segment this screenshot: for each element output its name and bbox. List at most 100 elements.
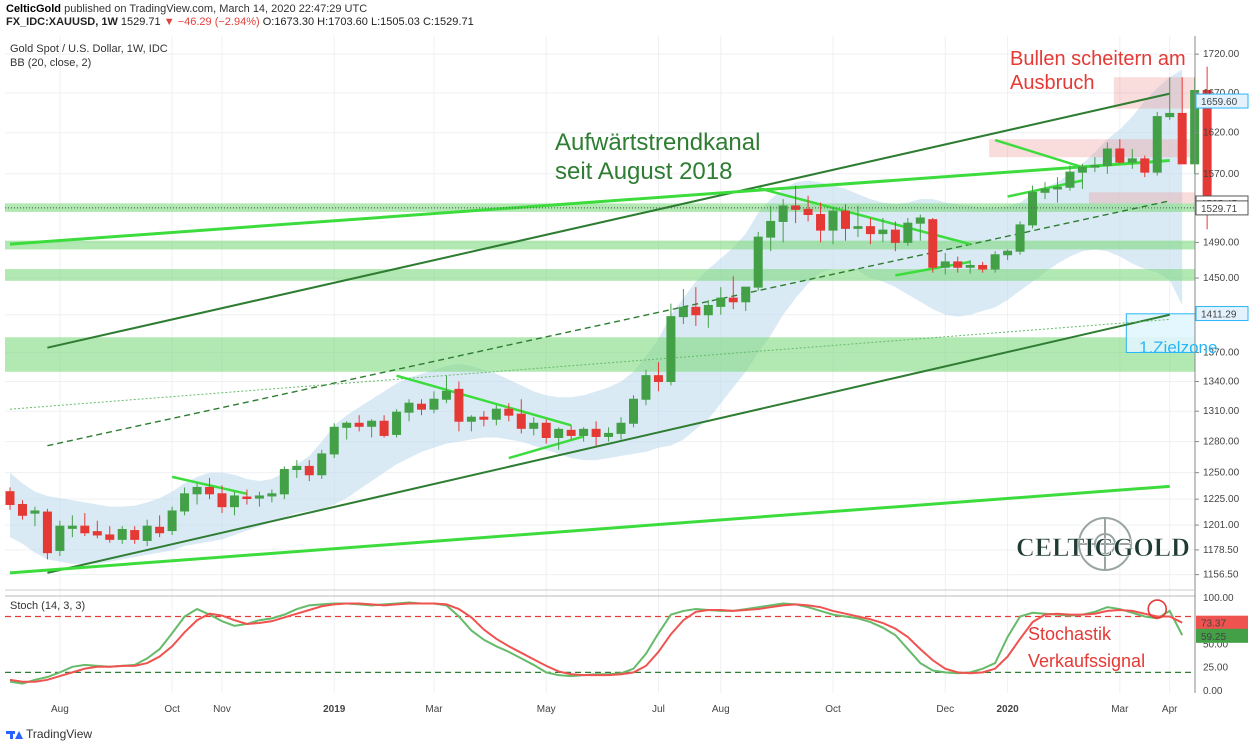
author-name: CelticGold [6,3,62,15]
time-tick-label: Oct [825,704,841,715]
candle-body [404,402,414,413]
published-text: published on TradingView.com, March 14, … [64,3,368,15]
candle-body [242,496,252,500]
price-tick-label: 1370.00 [1203,347,1240,358]
price-label-box [1195,200,1249,216]
target-zone-label: 1.Zielzone [1139,338,1217,357]
stoch-value-label: 59.25 [1201,632,1226,643]
candle-body [429,398,439,410]
candle-body [504,408,514,416]
candle-body [678,306,688,318]
candle-body [217,493,227,508]
candle-body [928,219,938,268]
trend-line-dotted [9,318,1170,410]
candle-body [1177,112,1187,165]
price-tick-label: 1720.00 [1203,49,1240,60]
candle-body [1140,158,1150,173]
main-legend: Gold Spot / U.S. Dollar, 1W, IDC [10,43,168,55]
candle-body [853,226,863,229]
time-tick-label: 2020 [996,704,1019,715]
candle-body [155,526,165,534]
time-tick-label: May [537,704,556,715]
candle-body [1052,186,1062,190]
time-tick-label: Nov [213,704,231,715]
candle-body [703,304,713,316]
trend-line-dashed [47,200,1170,447]
stoch-legend: Stoch (14, 3, 3) [10,600,85,612]
price-tick-label: 1570.00 [1203,169,1240,180]
time-tick-label: Aug [712,704,730,715]
candle-body [254,495,264,499]
change-value: −46.29 (−2.94%) [177,16,260,28]
candle-body [953,261,963,268]
candle-body [616,422,626,434]
stoch-value-label: 73.37 [1201,619,1226,630]
candle-body [878,229,888,235]
candle-body [766,220,776,238]
candle-body [666,316,676,383]
candle-body [778,205,788,222]
time-tick-label: Aug [51,704,69,715]
candle-body [292,465,302,471]
time-tick-label: Mar [1111,704,1129,715]
bull-fail-label-2: Ausbruch [1010,72,1095,94]
candle-body [641,375,651,400]
stoch-tick-label: 50.00 [1203,639,1228,650]
trend-line-trend [9,159,1170,246]
time-tick-label: Jul [652,704,665,715]
candle-body [279,469,289,495]
candle-body [978,264,988,270]
candle-body [304,465,314,476]
price-tick-label: 1156.50 [1203,570,1239,581]
candle-body [716,297,726,307]
price-tick-label: 1670.00 [1203,88,1240,99]
candle-body [890,229,900,243]
candle-body [516,413,526,429]
candle-body [990,254,1000,270]
candle-body [417,403,427,410]
candle-body [42,511,52,554]
candle-body [1127,158,1137,163]
stoch-value-box [1196,628,1248,643]
candle-body [728,297,738,303]
candle-body [329,426,339,455]
publish-info: CelticGold published on TradingView.com,… [6,3,367,15]
price-label-box [1195,93,1249,109]
candle-body [691,306,701,316]
candle-body [192,486,202,495]
time-tick-label: 2019 [323,704,346,715]
candle-body [441,390,451,400]
time-tick-label: Apr [1162,704,1178,715]
candle-body [903,222,913,243]
candle-body [1065,171,1075,188]
candle-body [865,226,875,235]
tradingview-logo-icon [6,729,23,739]
candle-body [1040,188,1050,193]
stoch-line-k [9,601,1184,685]
candle-body [1028,191,1038,226]
time-tick-label: Mar [425,704,443,715]
candle-body [367,420,377,427]
candle-body [267,493,277,497]
price-tick-label: 1310.00 [1203,406,1240,417]
celticgold-logo: CELTICGOLD [1016,517,1190,571]
price-label: 1659.60 [1201,97,1238,108]
candle-body [117,528,127,540]
candle-body [142,525,152,541]
price-label-box [1195,306,1249,322]
candle-body [1015,224,1025,252]
symbol-name: FX_IDC:XAUUSD, 1W [6,16,118,28]
candle-body [491,408,501,420]
candle-body [741,286,751,303]
price-tick-label: 1340.00 [1203,377,1240,388]
trend-line-pattern [396,374,572,427]
zone-red [1088,192,1195,204]
candle-body [803,208,813,216]
channel-label-2: seit August 2018 [555,158,732,185]
candle-body [1165,112,1175,118]
stoch-label-1: Stochastik [1028,624,1112,644]
tradingview-footer[interactable]: TradingView [6,727,92,741]
candle-body [965,264,975,268]
last-price: 1529.71 [120,16,161,28]
